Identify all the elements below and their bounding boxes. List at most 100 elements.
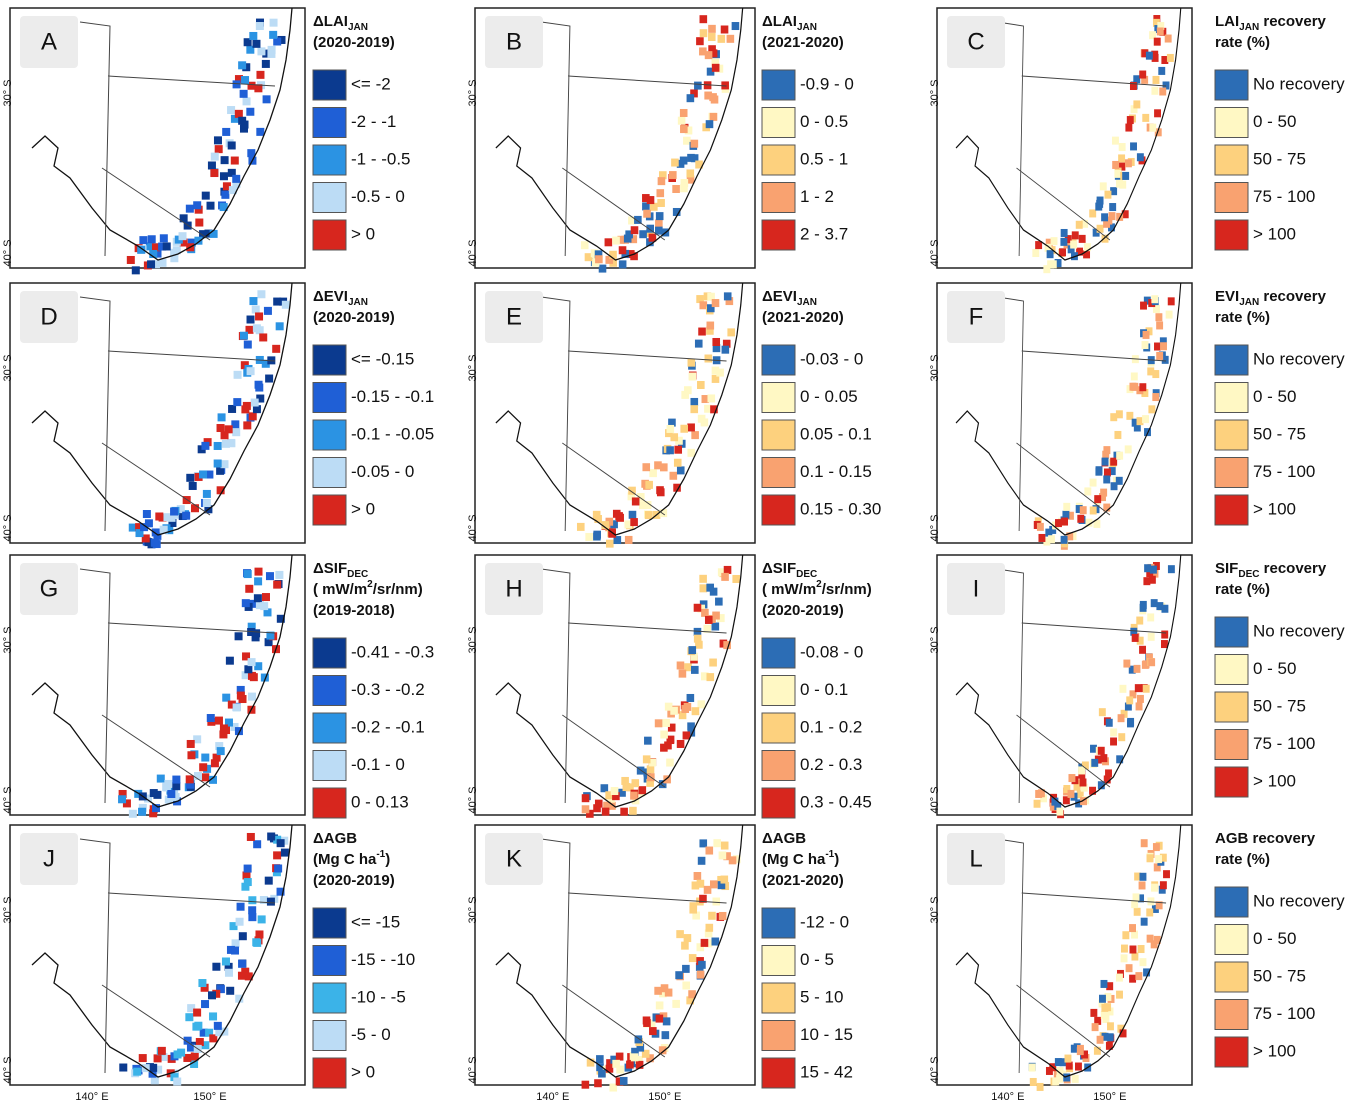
map-cell [1153, 37, 1161, 46]
map-cell [219, 172, 228, 181]
map-cell [1136, 417, 1144, 426]
map-cell [1116, 990, 1123, 999]
legend-swatch [1214, 729, 1249, 760]
map-cell [255, 601, 264, 610]
legend-title: rate (%) [1215, 34, 1270, 51]
legend-label: 0 - 50 [1253, 387, 1296, 406]
map-cell [598, 264, 607, 273]
legend-title: EVIJAN recovery [1215, 288, 1327, 308]
map-cell [711, 63, 720, 72]
panel: C 30° S 40° S LAIJAN recovery rate (%) No re… [929, 7, 1345, 274]
map-cell [660, 743, 668, 752]
map-cell [1129, 690, 1137, 699]
legend-label: 0.2 - 0.3 [800, 755, 862, 774]
panel-label: D [40, 303, 57, 330]
map-cell [149, 809, 158, 818]
map-cell [727, 328, 735, 337]
panel-label: I [973, 575, 980, 602]
map-cell [641, 479, 649, 488]
map-cell [205, 1028, 214, 1037]
map-cell [631, 1047, 639, 1056]
map-cell [1120, 954, 1128, 963]
map-cell [1067, 789, 1075, 798]
map-cell [221, 439, 230, 448]
map-cell [1139, 70, 1147, 79]
map-cell [1114, 430, 1122, 439]
map-cell [663, 775, 671, 784]
map-cell [234, 109, 243, 118]
map-cell [1133, 907, 1141, 916]
map-cell [679, 108, 688, 117]
legend-title: (2021-2020) [762, 872, 844, 889]
legend-swatch [761, 787, 796, 819]
map-cell [596, 1063, 604, 1072]
map-cell [1059, 1058, 1067, 1067]
map-cell [1040, 794, 1047, 803]
map-cell [1089, 786, 1097, 795]
map-cell [630, 1053, 639, 1062]
map-cell [581, 794, 590, 803]
legend-title: ΔAGB [313, 830, 357, 847]
map-cell [594, 1079, 602, 1088]
map-cell [276, 887, 285, 896]
map-cell [1150, 599, 1158, 608]
map-cell [199, 1028, 208, 1037]
map-cell [1148, 658, 1156, 667]
map-cell [593, 804, 601, 813]
map-cell [600, 784, 609, 793]
map-cell [257, 915, 266, 924]
legend-label: No recovery [1253, 74, 1345, 93]
legend-swatch [312, 712, 347, 744]
map-cell [1141, 75, 1149, 84]
map-cell [1124, 159, 1132, 168]
map-cell [1125, 123, 1133, 132]
map-cell [187, 1004, 196, 1013]
map-cell [201, 1000, 210, 1009]
map-cell [604, 238, 613, 247]
map-cell [272, 344, 281, 353]
map-cell [655, 219, 663, 228]
map-cell [238, 116, 247, 125]
map-cell [656, 189, 665, 198]
map-cell [1134, 684, 1142, 693]
map-cell [201, 441, 210, 450]
map-cell [660, 730, 668, 739]
map-cell [675, 436, 683, 445]
legend-title-part: JAN [797, 297, 817, 308]
map-cell [242, 63, 251, 72]
map-cell [686, 94, 695, 103]
map-cell [243, 570, 252, 579]
legend-title-part: ( mW/m [762, 581, 816, 598]
map-cell [659, 509, 668, 518]
legend-label: -0.05 - 0 [351, 462, 414, 481]
state-border [79, 296, 276, 532]
lon-label: 150° E [193, 1091, 226, 1103]
map-cell [609, 250, 617, 259]
map-cell [658, 780, 667, 789]
map-cell [699, 894, 707, 903]
map-cell [715, 597, 723, 606]
map-cell [222, 127, 231, 136]
legend-swatch [1214, 494, 1249, 526]
map-cell [1116, 755, 1124, 764]
coastline [955, 7, 1182, 261]
map-cell [1116, 451, 1124, 460]
legend-swatch [1214, 924, 1249, 955]
map-cell [234, 727, 243, 736]
map-cell [162, 242, 171, 251]
map-cell [1132, 893, 1140, 902]
map-cell [717, 34, 726, 43]
map [31, 7, 293, 275]
map-cell [612, 1059, 620, 1068]
map-cell [242, 401, 251, 410]
map-cell [1147, 613, 1155, 622]
map-cell [1105, 769, 1112, 778]
legend-label: -0.15 - -0.1 [351, 387, 434, 406]
map-cell [1139, 603, 1147, 612]
map-cell [257, 47, 266, 56]
legend-swatch [312, 457, 347, 488]
map-cell [598, 1069, 606, 1078]
legend-label: -0.1 - -0.05 [351, 424, 434, 443]
map-cell [676, 661, 685, 670]
map-cell [276, 839, 285, 848]
